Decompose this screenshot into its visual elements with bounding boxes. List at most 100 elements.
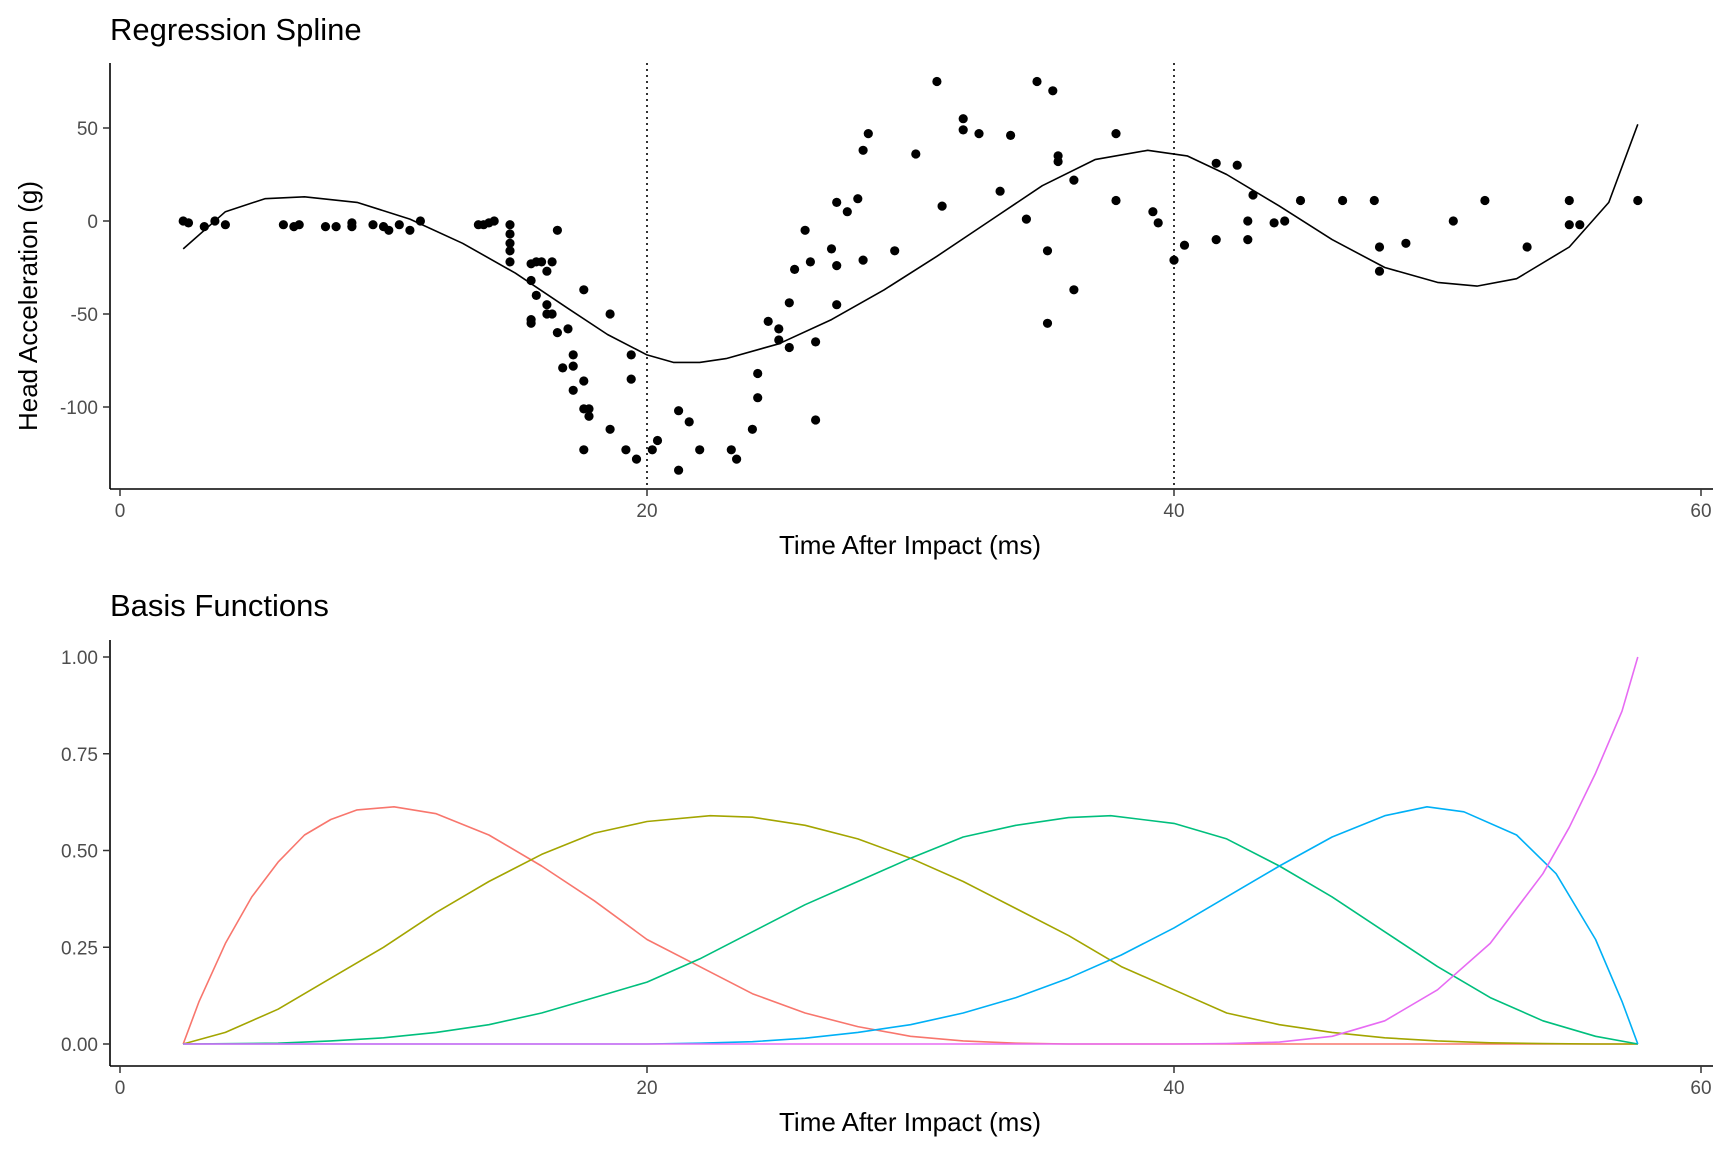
x-tick-label: 60	[1690, 1078, 1711, 1099]
data-point	[858, 145, 868, 155]
data-point	[626, 374, 636, 384]
series-line-4	[183, 806, 1639, 1045]
data-point	[790, 264, 800, 274]
data-point	[1448, 216, 1458, 226]
data-point	[568, 350, 578, 360]
data-point	[568, 361, 578, 371]
data-point	[1021, 214, 1031, 224]
y-tick-label: -50	[71, 305, 98, 326]
data-point	[1480, 195, 1490, 206]
data-point	[558, 363, 568, 373]
x-tick-label: 40	[1163, 1078, 1184, 1099]
data-point	[394, 220, 404, 230]
data-point	[505, 229, 515, 239]
basis-series	[182, 656, 1639, 1045]
data-point	[774, 335, 784, 345]
data-point	[320, 222, 331, 232]
y-tick-label: 50	[77, 119, 98, 140]
x-tick-label: 0	[115, 501, 126, 522]
data-point	[763, 316, 773, 326]
data-point	[584, 411, 594, 421]
series-line-1	[182, 806, 1638, 1045]
data-point	[505, 246, 515, 256]
knot-lines	[646, 63, 1175, 489]
data-point	[584, 404, 594, 414]
data-point	[621, 445, 631, 455]
data-point	[542, 266, 552, 276]
data-point	[695, 445, 705, 455]
data-point	[1269, 218, 1279, 228]
y-axis-ticks: -100 -50 0 50	[60, 119, 110, 419]
data-point	[405, 225, 415, 235]
data-point	[605, 309, 615, 319]
data-point	[605, 424, 615, 434]
data-point	[537, 257, 547, 267]
data-point	[368, 220, 378, 230]
data-point	[863, 129, 873, 139]
data-point	[579, 376, 589, 386]
data-point	[505, 238, 515, 248]
data-point	[1295, 195, 1306, 206]
data-point	[832, 300, 842, 310]
data-point	[1374, 266, 1385, 276]
data-point	[1042, 246, 1053, 256]
data-point	[1053, 151, 1063, 161]
data-point	[1048, 86, 1058, 96]
data-point	[932, 76, 942, 87]
data-point	[1522, 242, 1532, 252]
data-point	[647, 445, 657, 455]
data-point	[505, 220, 515, 230]
data-point	[1148, 207, 1158, 217]
data-point	[526, 318, 536, 328]
data-point	[1369, 195, 1379, 206]
y-tick-label: 0.25	[61, 938, 98, 959]
basis-functions-panel: Basis Functions Time After Impact (ms) 0…	[61, 588, 1713, 1137]
series-line-3	[183, 814, 1638, 1045]
data-point	[784, 298, 794, 308]
data-point	[753, 368, 763, 379]
data-point	[832, 261, 842, 271]
data-point	[1633, 195, 1643, 206]
data-point	[1338, 195, 1348, 206]
data-point	[747, 424, 758, 434]
data-point	[784, 342, 794, 353]
data-points	[178, 76, 1643, 475]
data-point	[552, 328, 563, 338]
x-tick-label: 0	[115, 1078, 126, 1099]
data-point	[937, 201, 947, 211]
x-tick-label: 60	[1690, 501, 1711, 522]
data-point	[774, 324, 784, 334]
data-point	[1111, 195, 1121, 206]
data-point	[1280, 216, 1290, 226]
regression-spline-title: Regression Spline	[110, 12, 362, 47]
data-point	[811, 415, 821, 425]
data-point	[415, 216, 425, 226]
y-tick-label: 1.00	[61, 648, 98, 669]
data-point	[958, 125, 968, 135]
data-point	[526, 275, 536, 286]
y-axis-ticks-2: 0.00 0.25 0.50 0.75 1.00	[61, 648, 110, 1056]
data-point	[974, 129, 984, 139]
x-axis-title-2: Time After Impact (ms)	[779, 1107, 1041, 1137]
data-point	[631, 454, 642, 464]
data-point	[674, 465, 684, 475]
data-point	[674, 406, 684, 416]
data-point	[563, 324, 573, 334]
data-point	[210, 216, 220, 226]
data-point	[347, 218, 357, 228]
data-point	[684, 417, 694, 427]
x-tick-label: 20	[636, 501, 657, 522]
data-point	[858, 255, 868, 265]
data-point	[1564, 195, 1574, 206]
spline-series	[182, 124, 1639, 364]
data-point	[1111, 129, 1121, 139]
data-point	[732, 454, 742, 464]
x-axis-ticks: 0 20 40 60	[115, 489, 1712, 522]
series-line-1	[182, 124, 1639, 364]
data-point	[1564, 220, 1574, 230]
y-tick-label: 0	[87, 212, 98, 233]
data-point	[800, 225, 810, 235]
data-point	[294, 220, 304, 230]
